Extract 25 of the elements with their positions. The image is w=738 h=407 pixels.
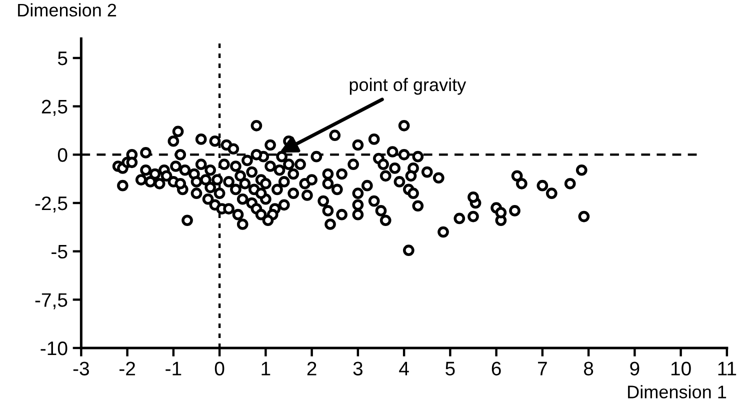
y-tick-label: -10 [40,341,68,356]
x-tick-label: -3 [73,362,89,376]
x-tick-label: 10 [671,362,691,376]
x-tick-label: 0 [214,362,224,376]
y-tick-label: -2,5 [35,196,68,213]
x-tick-label: 9 [630,362,640,376]
x-tick-label: 3 [353,362,362,376]
x-tick-label: 8 [584,362,594,376]
y-tick-label: 5 [58,52,68,66]
x-tick-label: 6 [492,362,501,376]
x-tick-label: 5 [446,362,455,376]
x-tick-label: 1 [262,362,270,376]
x-tick-label: 4 [399,362,409,376]
x-tick-label: -2 [120,362,135,376]
y-tick-label: 0 [58,148,68,162]
y-tick-label: 2,5 [42,100,68,116]
x-tick-label: 11 [718,362,736,376]
annotation: point of gravity [350,78,466,95]
y-tick-label: -7,5 [35,293,68,310]
y-tick-label: -5 [52,244,68,259]
x-axis-title: Dimension 1 [628,385,726,398]
x-tick-label: -1 [166,362,182,376]
x-tick-label: 7 [538,362,547,376]
y-axis-title: Dimension 2 [18,3,116,17]
x-tick-label: 2 [307,362,316,376]
